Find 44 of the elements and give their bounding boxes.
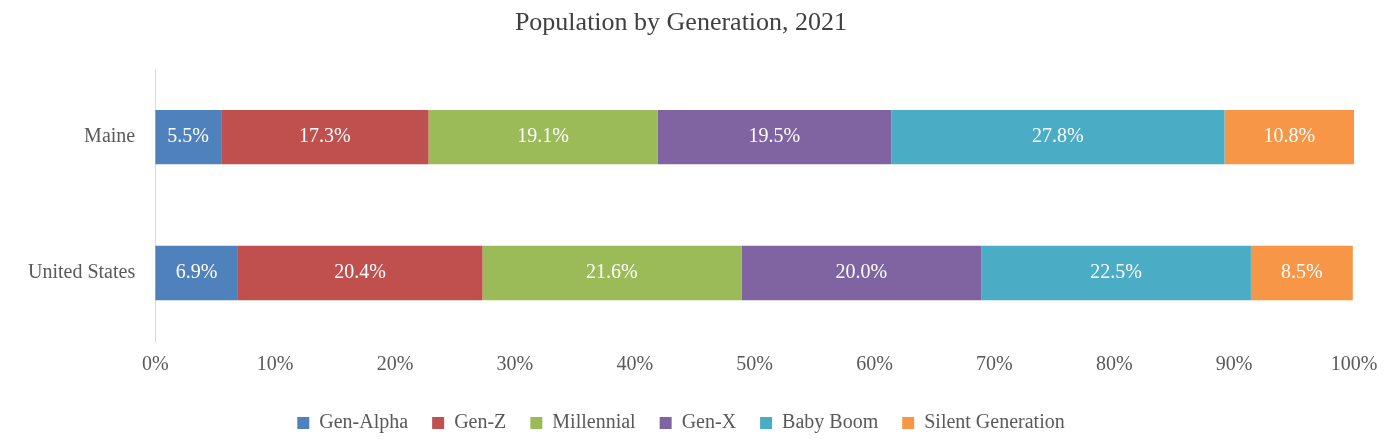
bar [428, 109, 658, 165]
data-label: 17.3% [299, 124, 351, 147]
bar [155, 245, 238, 301]
data-label: 19.5% [748, 124, 801, 147]
data-label: 20.4% [334, 260, 387, 283]
x-tick-label: 90% [1215, 352, 1253, 375]
bar [221, 109, 429, 165]
bar [1224, 109, 1354, 165]
x-tick-label: 60% [856, 352, 893, 375]
chart-title: Population by Generation, 2021 [514, 7, 848, 37]
x-tick-label: 30% [496, 352, 534, 375]
legend-label: Millennial [552, 410, 637, 433]
data-label: 27.8% [1032, 124, 1084, 147]
x-tick-label: 20% [376, 352, 414, 375]
data-label: 21.6% [586, 260, 638, 283]
x-tick-label: 40% [616, 352, 654, 375]
bar [155, 109, 222, 165]
bar [981, 245, 1251, 301]
legend-label: Gen-Alpha [319, 410, 409, 434]
legend-label: Gen-X [681, 410, 737, 433]
bar [237, 245, 483, 301]
legend-label: Baby Boom [782, 410, 879, 434]
bar [657, 109, 892, 165]
data-label: 10.8% [1263, 124, 1316, 147]
legend-label: Gen-Z [454, 410, 507, 433]
y-tick-label: United States [27, 260, 136, 283]
x-tick-label: 0% [141, 352, 169, 375]
x-tick-label: 50% [736, 352, 773, 375]
x-tick-label: 100% [1330, 352, 1378, 375]
x-tick-label: 80% [1095, 352, 1133, 375]
legend-label: Silent Generation [924, 410, 1065, 433]
y-tick-label: Maine [84, 124, 136, 147]
data-label: 19.1% [517, 124, 569, 147]
data-label: 20.0% [835, 260, 888, 283]
data-label: 6.9% [175, 260, 218, 283]
bar [741, 245, 982, 301]
data-label: 22.5% [1090, 260, 1142, 283]
data-label: 8.5% [1281, 260, 1323, 283]
x-tick-label: 70% [976, 352, 1013, 375]
bar [1250, 245, 1353, 301]
bar [482, 245, 742, 301]
x-tick-label: 10% [256, 352, 294, 375]
data-label: 5.5% [167, 124, 210, 147]
bar [891, 109, 1225, 165]
